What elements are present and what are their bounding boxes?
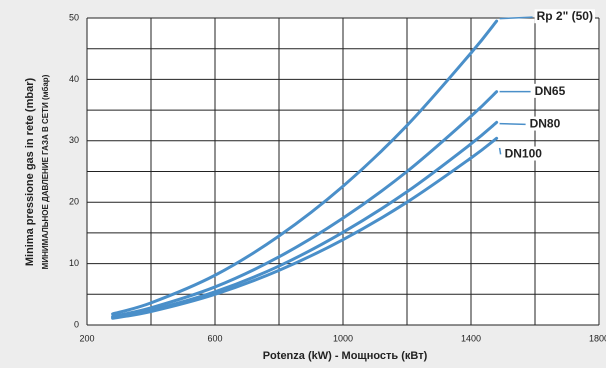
y-tick-label: 30 [69, 135, 79, 145]
x-axis-label: Potenza (kW) - Мощность (кВт) [263, 350, 428, 362]
series-label: DN100 [505, 147, 543, 161]
y-tick-label: 40 [69, 74, 79, 84]
series-line [111, 136, 499, 320]
y-tick-label: 0 [74, 319, 79, 329]
series-label-bg [502, 146, 545, 161]
series-label: DN80 [530, 117, 561, 131]
x-tick-label: 200 [79, 333, 94, 343]
label-leader [499, 122, 526, 126]
series-label-bg [532, 83, 568, 98]
x-tick-label: 1800 [589, 333, 606, 343]
x-tick-label: 1000 [333, 333, 353, 343]
series-label-bg [534, 9, 595, 24]
series-label-bg [527, 116, 563, 131]
label-leader [498, 147, 502, 155]
x-tick-label: 1400 [461, 333, 481, 343]
y-axis-label: Minima pressione gas in rete (mbar) [24, 78, 36, 267]
series-line [111, 90, 499, 318]
y-tick-label: 50 [69, 12, 79, 22]
y-axis-label-secondary: МИНИМАЛЬНОЕ ДАВЛЕНИЕ ГАЗА В СЕТИ (мбар) [41, 74, 50, 269]
series-label: Rp 2" (50) [537, 9, 593, 23]
y-tick-label: 20 [69, 197, 79, 207]
x-tick-label: 600 [207, 333, 222, 343]
series-line [111, 19, 499, 316]
y-tick-label: 10 [69, 258, 79, 268]
label-leader [499, 16, 533, 20]
series-label: DN65 [535, 84, 566, 98]
